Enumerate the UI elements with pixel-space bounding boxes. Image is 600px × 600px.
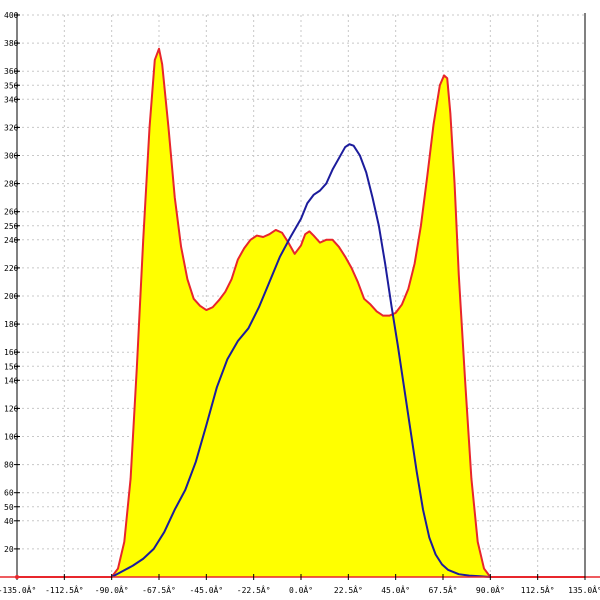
x-tick-label: 112.5Â°: [521, 584, 555, 595]
y-tick-label: 360: [4, 67, 19, 76]
axes: [0, 13, 600, 580]
y-tick-label: 20: [4, 545, 14, 554]
y-tick-label: 240: [4, 236, 19, 245]
x-tick-label: -22.5Â°: [237, 584, 271, 595]
x-tick-label: 0.0Â°: [289, 584, 313, 595]
y-tick-label: 260: [4, 208, 19, 217]
x-tick-label: 135.0Â°: [568, 584, 600, 595]
y-tick-label: 250: [4, 222, 19, 231]
x-tick-label: -90.0Â°: [95, 584, 129, 595]
y-tick-label: 140: [4, 376, 19, 385]
y-tick-label: 220: [4, 264, 19, 273]
origin-marker: [15, 575, 19, 579]
y-tick-label: 380: [4, 39, 19, 48]
series-1-line: [17, 47, 585, 578]
series-2-line: [111, 143, 491, 578]
y-tick-label: 180: [4, 320, 19, 329]
y-tick-label: 150: [4, 362, 19, 371]
y-tick-label: 340: [4, 95, 19, 104]
tick-labels: 20 40 50 60 80 100 120 140 150 160 180 200 220 240 250…: [0, 11, 600, 595]
x-tick-label: 45.0Â°: [381, 584, 410, 595]
x-tick-label: -45.0Â°: [189, 584, 223, 595]
y-tick-label: 50: [4, 503, 14, 512]
y-tick-label: 40: [4, 517, 14, 526]
y-tick-label: 200: [4, 292, 19, 301]
y-tick-label: 280: [4, 180, 19, 189]
x-tick-label: 90.0Â°: [476, 584, 505, 595]
y-tick-label: 400: [4, 11, 19, 20]
y-tick-label: 160: [4, 348, 19, 357]
y-tick-label: 100: [4, 433, 19, 442]
x-tick-label: -135.0Â°: [0, 584, 36, 595]
x-tick-label: -112.5Â°: [45, 584, 84, 595]
y-tick-label: 300: [4, 152, 19, 161]
series-1-area: [17, 48, 585, 578]
y-tick-label: 60: [4, 489, 14, 498]
y-tick-label: 80: [4, 461, 14, 470]
y-tick-label: 350: [4, 81, 19, 90]
y-tick-label: 120: [4, 404, 19, 413]
y-tick-label: 320: [4, 123, 19, 132]
series-layer: [17, 47, 585, 578]
x-tick-label: 67.5Â°: [429, 584, 458, 595]
x-tick-label: 22.5Â°: [334, 584, 363, 595]
x-tick-label: -67.5Â°: [142, 584, 176, 595]
